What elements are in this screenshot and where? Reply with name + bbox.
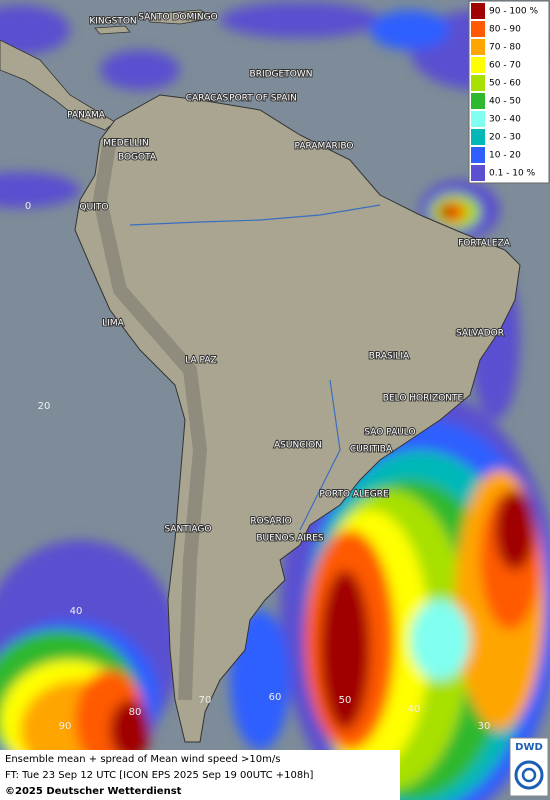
- probability-area: [440, 206, 454, 218]
- city-label: CURITIBA: [350, 445, 393, 455]
- city-label: PORTO ALEGRE: [319, 490, 389, 500]
- city-label: BUENOS AIRES: [256, 534, 324, 544]
- probability-area: [370, 10, 450, 50]
- legend-label: 90 - 100 %: [489, 7, 538, 17]
- legend-swatch: [471, 147, 485, 163]
- city-label: BRASILIA: [369, 352, 410, 362]
- footer-box: [0, 750, 400, 800]
- land-central-america: [0, 39, 116, 131]
- city-label: BELO HORIZONTE: [383, 394, 464, 404]
- lon-label: 60: [269, 692, 282, 703]
- city-label: SALVADOR: [456, 329, 504, 339]
- legend-label: 30 - 40: [489, 115, 521, 125]
- city-label: FORTALEZA: [458, 239, 511, 249]
- legend-label: 50 - 60: [489, 79, 521, 89]
- city-label: SAO PAULO: [364, 428, 415, 438]
- legend-label: 10 - 20: [489, 151, 521, 161]
- probability-area: [495, 490, 535, 570]
- land-caribbean: [94, 9, 217, 35]
- footer-line: FT: Tue 23 Sep 12 UTC [ICON EPS 2025 Sep…: [5, 770, 314, 781]
- probability-area: [220, 2, 380, 38]
- legend-swatch: [471, 57, 485, 73]
- legend-swatch: [471, 165, 485, 181]
- city-label: LA PAZ: [185, 356, 216, 366]
- city-label: QUITO: [80, 203, 109, 213]
- probability-area: [320, 570, 370, 730]
- legend-swatch: [471, 75, 485, 91]
- city-label: CARACAS: [186, 94, 229, 104]
- legend-swatch: [471, 111, 485, 127]
- legend: 90 - 100 % 80 - 90 70 - 80 60 - 70 50 - 60 40…: [468, 0, 550, 184]
- lon-label: 30: [478, 721, 491, 732]
- rivers: [129, 204, 381, 531]
- lon-label: 70: [199, 695, 212, 706]
- logo-box: [509, 737, 549, 797]
- logo-swirl: [521, 767, 537, 783]
- city-label: ASUNCION: [274, 441, 322, 451]
- footer-line: Ensemble mean + spread of Mean wind spee…: [5, 754, 280, 765]
- legend-label: 80 - 90: [489, 25, 521, 35]
- city-label: ROSARIO: [250, 517, 291, 527]
- city-label: SANTIAGO: [165, 525, 212, 535]
- probability-area: [110, 700, 150, 760]
- legend-swatch: [471, 39, 485, 55]
- legend-swatch: [471, 129, 485, 145]
- city-label: PANAMA: [67, 111, 106, 121]
- city-label: MEDELLIN: [103, 139, 148, 149]
- legend-swatch: [471, 21, 485, 37]
- city-label: KINGSTON: [89, 17, 136, 27]
- probability-area: [0, 5, 70, 55]
- city-label: BOGOTA: [118, 153, 157, 163]
- city-label: PARAMARIBO: [295, 142, 354, 152]
- probability-area: [0, 172, 80, 208]
- copyright: ©2025 Deutscher Wetterdienst: [5, 786, 182, 797]
- legend-label: 70 - 80: [489, 43, 521, 53]
- legend-label: 60 - 70: [489, 61, 521, 71]
- legend-swatch: [471, 3, 485, 19]
- logo: DWD: [515, 742, 543, 753]
- legend-swatch: [471, 93, 485, 109]
- lat-label: 20: [38, 401, 51, 412]
- legend-label: 40 - 50: [489, 97, 521, 107]
- city-label: SANTO DOMINGO: [138, 13, 217, 23]
- lon-label: 80: [129, 707, 142, 718]
- city-label: BRIDGETOWN: [250, 70, 313, 80]
- andes: [92, 138, 208, 701]
- city-label: LIMA: [102, 319, 124, 329]
- legend-label: 0.1 - 10 %: [489, 169, 536, 179]
- lon-label: 50: [339, 695, 352, 706]
- lat-label: 40: [70, 606, 83, 617]
- lat-label: 0: [25, 201, 31, 212]
- probability-area: [410, 600, 470, 680]
- legend-label: 20 - 30: [489, 133, 521, 143]
- lon-label: 90: [59, 721, 72, 732]
- logo-swirl: [514, 760, 544, 790]
- lon-label: 40: [408, 704, 421, 715]
- probability-area: [100, 50, 180, 90]
- city-label: PORT OF SPAIN: [229, 94, 297, 104]
